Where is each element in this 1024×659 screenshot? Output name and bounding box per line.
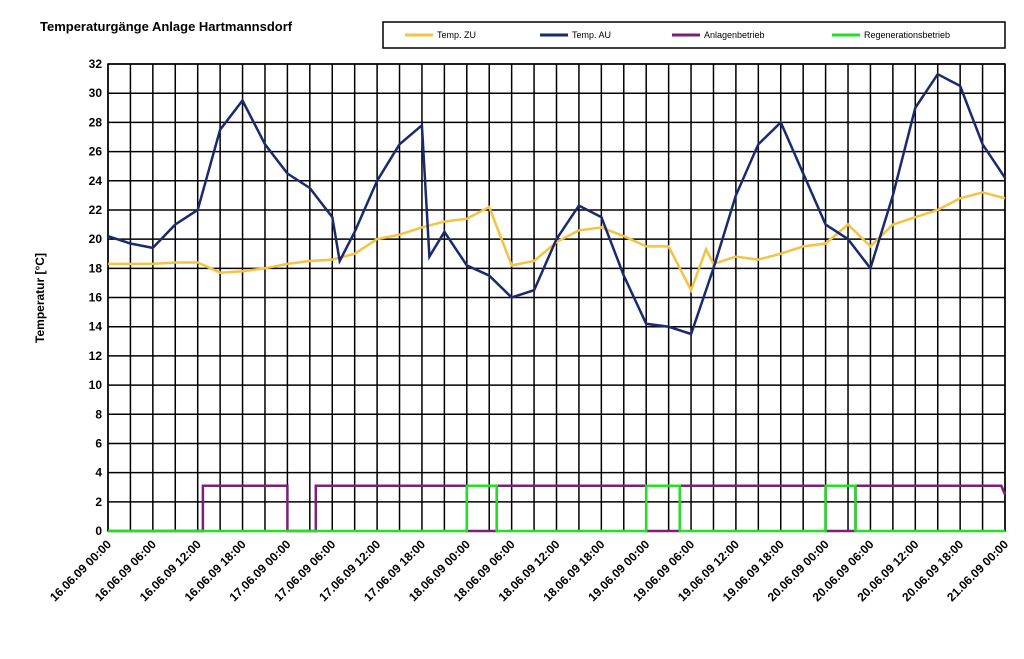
y-tick-label: 20 [89,232,103,246]
y-tick-label: 16 [89,291,103,305]
series-line [107,72,1007,336]
series-line [108,484,1005,533]
y-tick-label: 30 [89,86,103,100]
y-tick-label: 4 [95,466,102,480]
y-tick-label: 32 [89,57,103,71]
legend-label: Temp. AU [572,30,611,40]
y-tick-label: 24 [89,174,103,188]
y-tick-label: 26 [89,145,103,159]
y-tick-label: 6 [95,436,102,450]
y-tick-label: 22 [89,203,103,217]
y-tick-label: 28 [89,115,103,129]
y-tick-label: 10 [89,378,103,392]
y-tick-label: 2 [95,495,102,509]
y-tick-label: 0 [95,524,102,538]
y-axis-label: Temperatur [°C] [33,253,47,343]
y-tick-label: 12 [89,349,103,363]
legend-label: Anlagenbetrieb [704,30,765,40]
y-tick-label: 18 [89,261,103,275]
legend-label: Temp. ZU [437,30,476,40]
legend-label: Regenerationsbetrieb [864,30,950,40]
series-line [108,191,1006,294]
y-tick-label: 8 [95,407,102,421]
chart-title: Temperaturgänge Anlage Hartmannsdorf [40,19,293,34]
y-tick-label: 14 [89,320,103,334]
